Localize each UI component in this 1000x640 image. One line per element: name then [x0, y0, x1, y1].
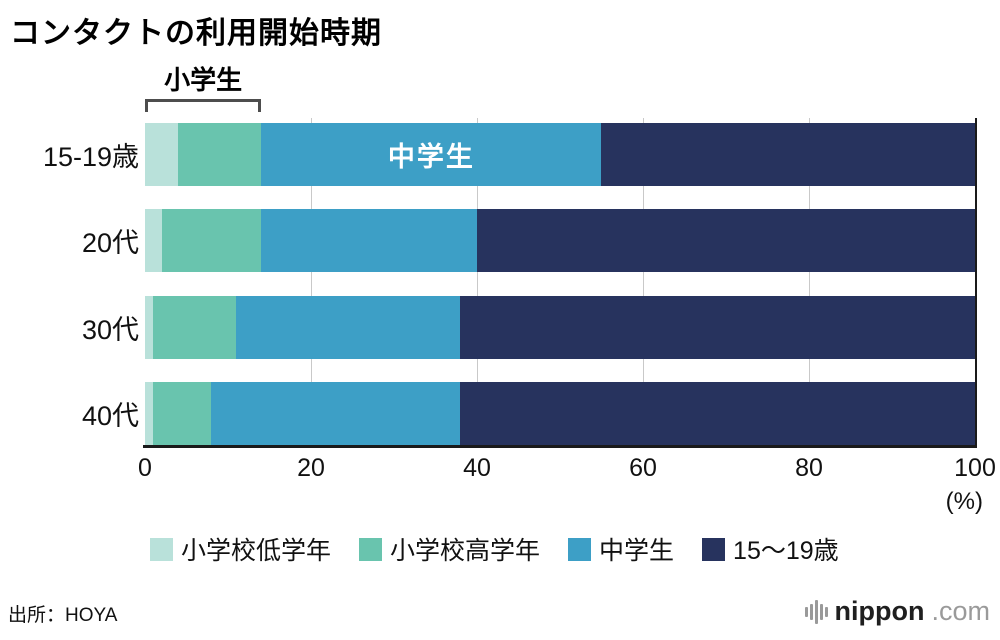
legend-item: 小学校低学年 [150, 531, 331, 567]
bar-inline-label: 中学生 [387, 142, 475, 172]
bar-row: 20代 [8, 209, 975, 273]
nippon-logo-tld: .com [931, 596, 990, 626]
nippon-logo-icon [804, 597, 828, 627]
category-label: 15-19歳 [42, 142, 139, 172]
legend-swatch [568, 537, 592, 561]
x-tick-label: 60 [629, 454, 657, 482]
legend-item: 中学生 [568, 531, 674, 567]
bar-segment [460, 295, 975, 359]
bar-track [145, 295, 975, 359]
legend-item: 15〜19歳 [702, 531, 839, 567]
category-label: 40代 [81, 400, 139, 431]
annotation-label: 小学生 [164, 65, 243, 95]
x-tick-label: 80 [795, 454, 823, 482]
x-axis-ticks: 0 20 40 60 80 100 [138, 454, 996, 484]
legend-label: 小学校高学年 [390, 537, 541, 565]
gridline-100 [975, 118, 977, 445]
bar-segment [145, 209, 162, 273]
gridline-20 [311, 118, 312, 445]
legend-item: 小学校高学年 [359, 531, 540, 567]
bar-row: 40代 [8, 381, 975, 445]
legend: 小学校低学年 小学校高学年 中学生 15〜19歳 [150, 531, 980, 567]
source-text: 出所：HOYA [8, 605, 118, 626]
bar-segment [460, 381, 975, 445]
annotation: 小学生 [145, 0, 975, 123]
legend-swatch [359, 537, 383, 561]
legend-label: 中学生 [599, 537, 675, 565]
bar-segment [145, 295, 154, 359]
logo-bar [809, 603, 813, 620]
page-title: コンタクトの利用開始時期 [10, 17, 382, 50]
bar-segment [145, 381, 154, 445]
logo-bar [819, 603, 823, 620]
legend-label: 小学校低学年 [181, 537, 332, 565]
x-tick-label: 0 [138, 454, 152, 482]
bar-track [145, 209, 975, 273]
bar-segment [145, 123, 179, 186]
bar-track [145, 381, 975, 445]
x-tick-label: 20 [297, 454, 325, 482]
x-tick-label: 40 [463, 454, 491, 482]
bar-segment: 中学生 [261, 123, 602, 186]
gridlines [145, 118, 977, 445]
bar-segment [476, 209, 975, 273]
category-label: 30代 [81, 314, 139, 345]
bar-segment [153, 381, 212, 445]
bar-segment [153, 295, 237, 359]
bar-segment [178, 123, 262, 186]
category-label: 20代 [81, 228, 139, 259]
logo-bar [824, 606, 828, 617]
bar-segment [236, 295, 461, 359]
bar-row: 15-19歳 中学生 [8, 123, 975, 186]
gridline-60 [643, 118, 644, 445]
gridline-40 [477, 118, 478, 445]
nippon-logo: nippon .com [804, 596, 990, 627]
bar-row: 30代 [8, 295, 975, 359]
legend-swatch [702, 537, 726, 561]
bar-track: 中学生 [145, 123, 975, 186]
bar-segment [211, 381, 461, 445]
x-axis-line [143, 445, 977, 448]
annotation-bracket [145, 99, 262, 112]
bar-segment [161, 209, 262, 273]
gridline-80 [809, 118, 810, 445]
nippon-logo-name: nippon [834, 596, 925, 626]
x-axis-unit: (%) [945, 488, 983, 515]
legend-swatch [150, 537, 173, 561]
logo-bar [814, 599, 818, 624]
bar-segment [601, 123, 975, 186]
bar-rows: 15-19歳 中学生 20代 30代 40代 [8, 123, 975, 445]
x-tick-label: 100 [954, 454, 996, 482]
legend-label: 15〜19歳 [733, 537, 839, 565]
bar-segment [261, 209, 477, 273]
logo-bar [804, 606, 808, 617]
